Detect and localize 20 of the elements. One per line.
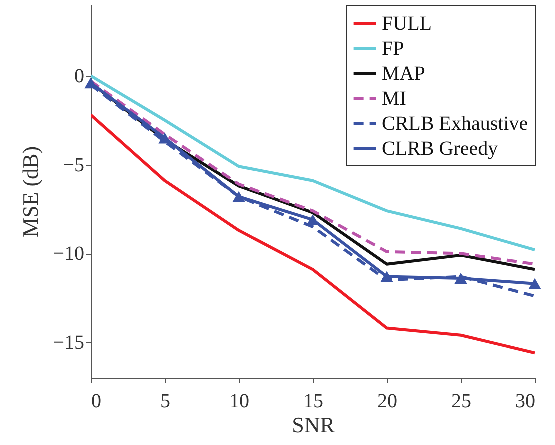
x-tick-label: 5 xyxy=(160,390,170,412)
x-tick-label: 0 xyxy=(92,390,102,412)
x-axis-title: SNR xyxy=(292,412,336,438)
legend-label: CLRB Greedy xyxy=(382,138,498,160)
legend-label: MI xyxy=(382,88,406,110)
y-tick-label: −10 xyxy=(53,243,84,266)
y-tick-label: −5 xyxy=(63,154,84,176)
legend-label: FP xyxy=(382,38,404,60)
x-tick-label: 20 xyxy=(378,390,398,412)
legend-label: MAP xyxy=(382,63,426,85)
legend-label: CRLB Exhaustive xyxy=(382,113,528,135)
y-axis-title: MSE (dB) xyxy=(18,146,44,238)
x-tick-label: 30 xyxy=(516,390,536,412)
y-tick-label: 0 xyxy=(74,66,84,88)
legend-label: FULL xyxy=(382,13,432,35)
x-tick-label: 10 xyxy=(230,390,250,412)
line-series xyxy=(91,114,535,355)
x-tick-label: 15 xyxy=(304,390,324,412)
x-tick-label: 25 xyxy=(452,390,472,412)
y-tick-label: −15 xyxy=(53,332,84,354)
